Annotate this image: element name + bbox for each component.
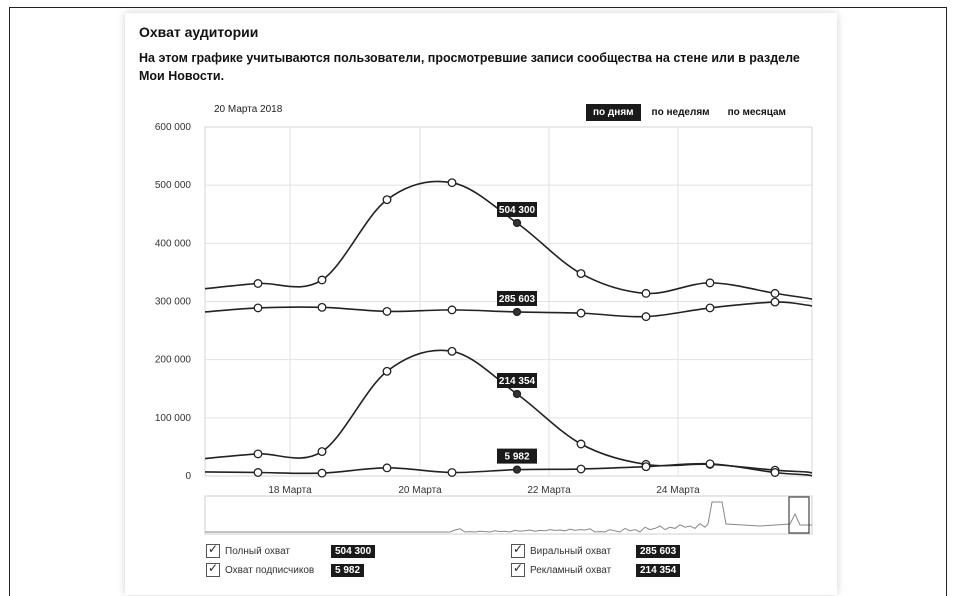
data-point — [576, 308, 586, 318]
navigator-line — [205, 501, 812, 533]
data-point — [512, 389, 522, 399]
toggle-by-days[interactable]: по дням — [586, 104, 641, 121]
y-tick-label: 200 000 — [155, 355, 192, 366]
legend-label: Полный охват — [225, 545, 291, 557]
y-tick-label: 300 000 — [155, 297, 192, 308]
ad-reach-checkbox[interactable] — [511, 561, 525, 577]
data-point — [705, 459, 715, 469]
data-point — [253, 468, 263, 477]
data-point — [512, 307, 522, 317]
data-point — [447, 305, 457, 315]
data-point — [253, 279, 263, 288]
data-point — [447, 178, 457, 188]
data-point — [770, 468, 780, 477]
selected-date: 20 Марта 2018 — [214, 104, 283, 115]
value-label-bg — [497, 290, 537, 306]
legend-item-subscriber-reach[interactable]: Охват подписчиков 5 982 — [206, 561, 365, 577]
x-tick-label: 22 Марта — [527, 485, 571, 496]
legend-label: Виральный охват — [530, 545, 612, 557]
value-label: 504 300 — [499, 205, 536, 216]
toggle-by-weeks[interactable]: по неделям — [651, 107, 710, 118]
data-point — [705, 303, 715, 313]
legend-value: 504 300 — [331, 544, 376, 558]
data-point — [317, 447, 327, 457]
value-label-bg — [497, 448, 537, 464]
navigator-strip — [204, 495, 813, 535]
subscriber-reach-checkbox[interactable] — [206, 561, 220, 577]
data-point — [770, 297, 780, 307]
value-label-bg — [497, 372, 537, 388]
card-description: На этом графике учитываются пользователи… — [139, 51, 800, 83]
data-point — [770, 288, 780, 298]
legend-value: 214 354 — [636, 563, 681, 577]
y-tick-label: 500 000 — [155, 180, 192, 191]
value-label-bg — [497, 201, 537, 217]
y-tick-label: 100 000 — [155, 413, 192, 424]
data-point — [576, 464, 586, 474]
data-point — [641, 312, 651, 322]
navigator-handle — [788, 496, 810, 534]
x-tick-label: 24 Марта — [656, 485, 700, 496]
data-point — [512, 218, 522, 228]
data-point — [641, 288, 651, 298]
data-point — [705, 278, 715, 288]
data-point — [253, 449, 263, 459]
data-point — [576, 269, 586, 279]
data-point — [317, 468, 327, 478]
legend-item-full-reach[interactable]: Полный охват 504 300 — [206, 542, 376, 558]
data-point — [382, 306, 392, 316]
y-tick-label: 400 000 — [155, 238, 192, 249]
legend-label: Рекламный охват — [530, 564, 612, 576]
data-point — [317, 302, 327, 312]
value-label: 214 354 — [499, 376, 536, 387]
viral-reach-checkbox[interactable] — [511, 542, 525, 558]
data-point — [512, 465, 522, 474]
legend-item-viral-reach[interactable]: Виральный охват 285 603 — [511, 542, 681, 558]
period-toggle-group: по дням по неделям по месяцам — [586, 104, 797, 121]
value-label: 285 603 — [499, 294, 536, 305]
value-label: 5 982 — [504, 452, 529, 463]
data-point — [447, 346, 457, 356]
data-point — [317, 275, 327, 285]
series-line — [204, 180, 813, 300]
full-reach-checkbox[interactable] — [206, 542, 220, 558]
data-point — [253, 303, 263, 313]
data-point — [447, 468, 457, 477]
x-tick-label: 20 Марта — [398, 485, 442, 496]
x-tick-label: 18 Марта — [268, 485, 312, 496]
legend-label: Охват подписчиков — [225, 564, 315, 576]
data-point — [641, 462, 651, 472]
data-point — [382, 195, 392, 205]
data-point — [382, 463, 392, 473]
legend-item-ad-reach[interactable]: Рекламный охват 214 354 — [511, 561, 681, 577]
card-title: Охват аудитории — [139, 24, 259, 40]
data-point — [382, 366, 392, 376]
data-point — [576, 439, 586, 449]
toggle-by-months[interactable]: по месяцам — [727, 107, 786, 118]
series-line — [204, 462, 813, 477]
y-tick-label: 0 — [185, 471, 191, 482]
legend-value: 285 603 — [636, 544, 681, 558]
y-tick-label: 600 000 — [155, 122, 192, 133]
legend-value: 5 982 — [331, 563, 365, 577]
plot-area — [204, 126, 813, 477]
